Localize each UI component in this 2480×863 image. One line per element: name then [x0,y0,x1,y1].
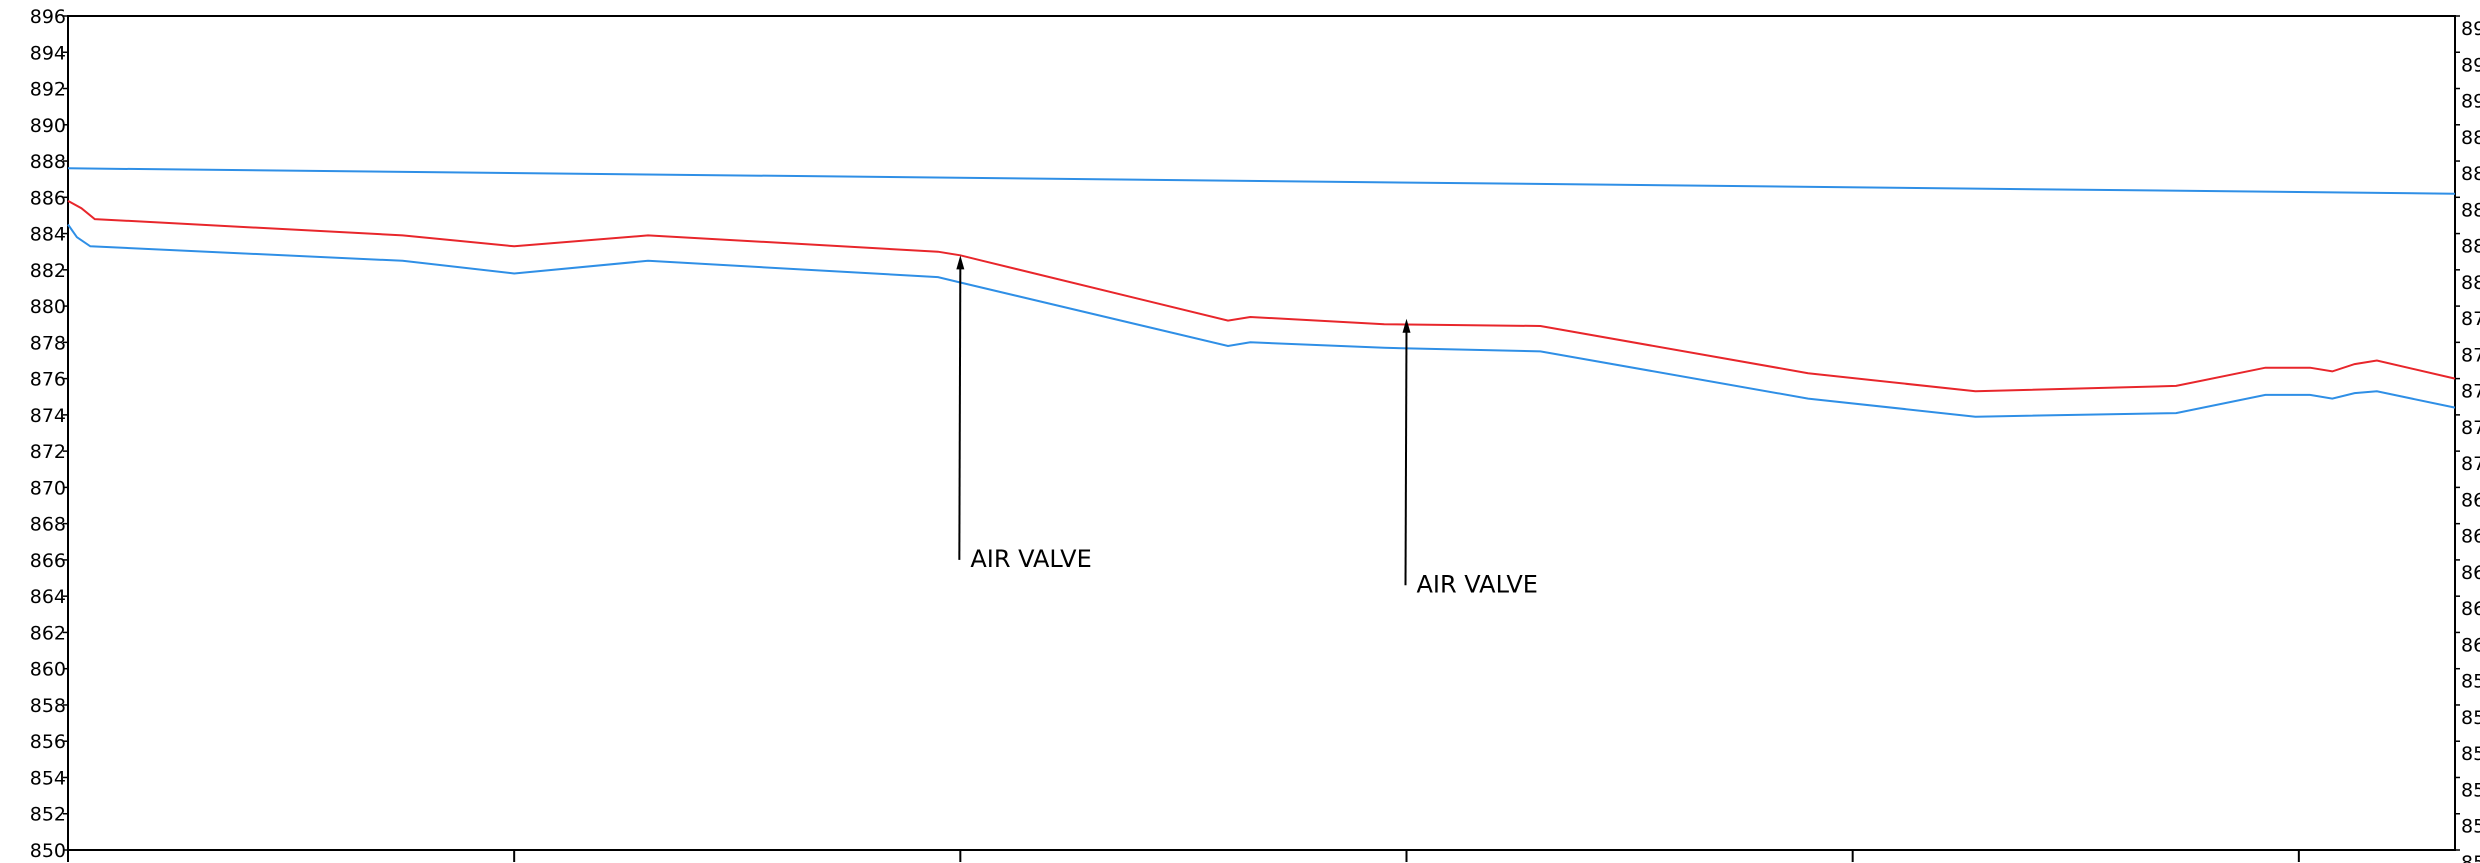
y-tick-label: 852 [30,804,66,826]
y-tick-label: 874 [30,405,66,427]
right-y-tick-label: 85 [2461,816,2480,838]
right-y-tick-label: 88 [2461,199,2480,221]
right-y-tick-label: 88 [2461,272,2480,294]
y-tick-label: 866 [30,550,66,572]
right-y-tick-label: 88 [2461,236,2480,258]
y-tick-label: 860 [30,659,66,681]
right-y-tick-label: 86 [2461,489,2480,511]
annotation-label-1: AIR VALVE [970,545,1091,573]
y-tick-label: 854 [30,767,66,789]
right-y-tick-label: 89 [2461,18,2480,40]
annotation-layer: AIR VALVE AIR VALVE [956,255,1538,598]
y-tick-label: 888 [30,151,66,173]
y-tick-label: 868 [30,514,66,536]
y-tick-label: 890 [30,115,66,137]
y-tick-label: 880 [30,296,66,318]
y-tick-label: 886 [30,187,66,209]
annotation-arrowhead [1402,318,1411,333]
right-y-tick-label: 85 [2461,852,2480,863]
annotation-leader-line [1404,326,1408,586]
annotation-arrowhead [956,255,965,270]
plot-frame [67,15,2456,851]
series-line-2 [67,200,2456,393]
right-y-tick-label: 87 [2461,453,2480,475]
y-axis-ticks: 896 894 892 890 888 886 884 882 880 878 876 874 872 8… [30,6,68,862]
right-y-tick-label: 85 [2461,707,2480,729]
right-y-axis-ticks: 89 89 89 88 88 88 88 88 87 87 87 87 87 86 86 86 86 86 85 85… [2455,15,2480,863]
series-line-1 [67,167,2456,195]
right-y-tick-label: 85 [2461,671,2480,693]
right-y-tick-label: 87 [2461,344,2480,366]
y-tick-label: 876 [30,369,66,391]
x-axis-ticks [67,850,2300,862]
series-layer [67,167,2456,418]
y-tick-label: 872 [30,441,66,463]
right-y-tick-label: 88 [2461,127,2480,149]
annotation-label-2: AIR VALVE [1417,570,1538,598]
y-tick-label: 882 [30,260,66,282]
right-y-tick-label: 89 [2461,91,2480,113]
y-tick-label: 870 [30,477,66,499]
y-tick-label: 862 [30,622,66,644]
right-y-tick-label: 85 [2461,743,2480,765]
y-tick-label: 878 [30,332,66,354]
right-y-tick-label: 87 [2461,417,2480,439]
right-y-tick-label: 86 [2461,526,2480,548]
y-tick-label: 858 [30,695,66,717]
right-y-tick-label: 89 [2461,54,2480,76]
y-tick-label: 850 [30,840,66,862]
annotation-leader-line [958,263,962,560]
y-tick-label: 856 [30,731,66,753]
y-tick-label: 896 [30,6,66,28]
y-tick-label: 894 [30,42,66,64]
right-y-tick-label: 86 [2461,634,2480,656]
y-tick-label: 864 [30,586,66,608]
right-y-tick-label: 88 [2461,163,2480,185]
right-y-tick-label: 86 [2461,598,2480,620]
series-line-3 [67,223,2456,418]
right-y-tick-label: 86 [2461,562,2480,584]
y-tick-label: 884 [30,224,66,246]
right-y-tick-label: 87 [2461,381,2480,403]
y-tick-label: 892 [30,79,66,101]
right-y-tick-label: 85 [2461,779,2480,801]
right-y-tick-label: 87 [2461,308,2480,330]
